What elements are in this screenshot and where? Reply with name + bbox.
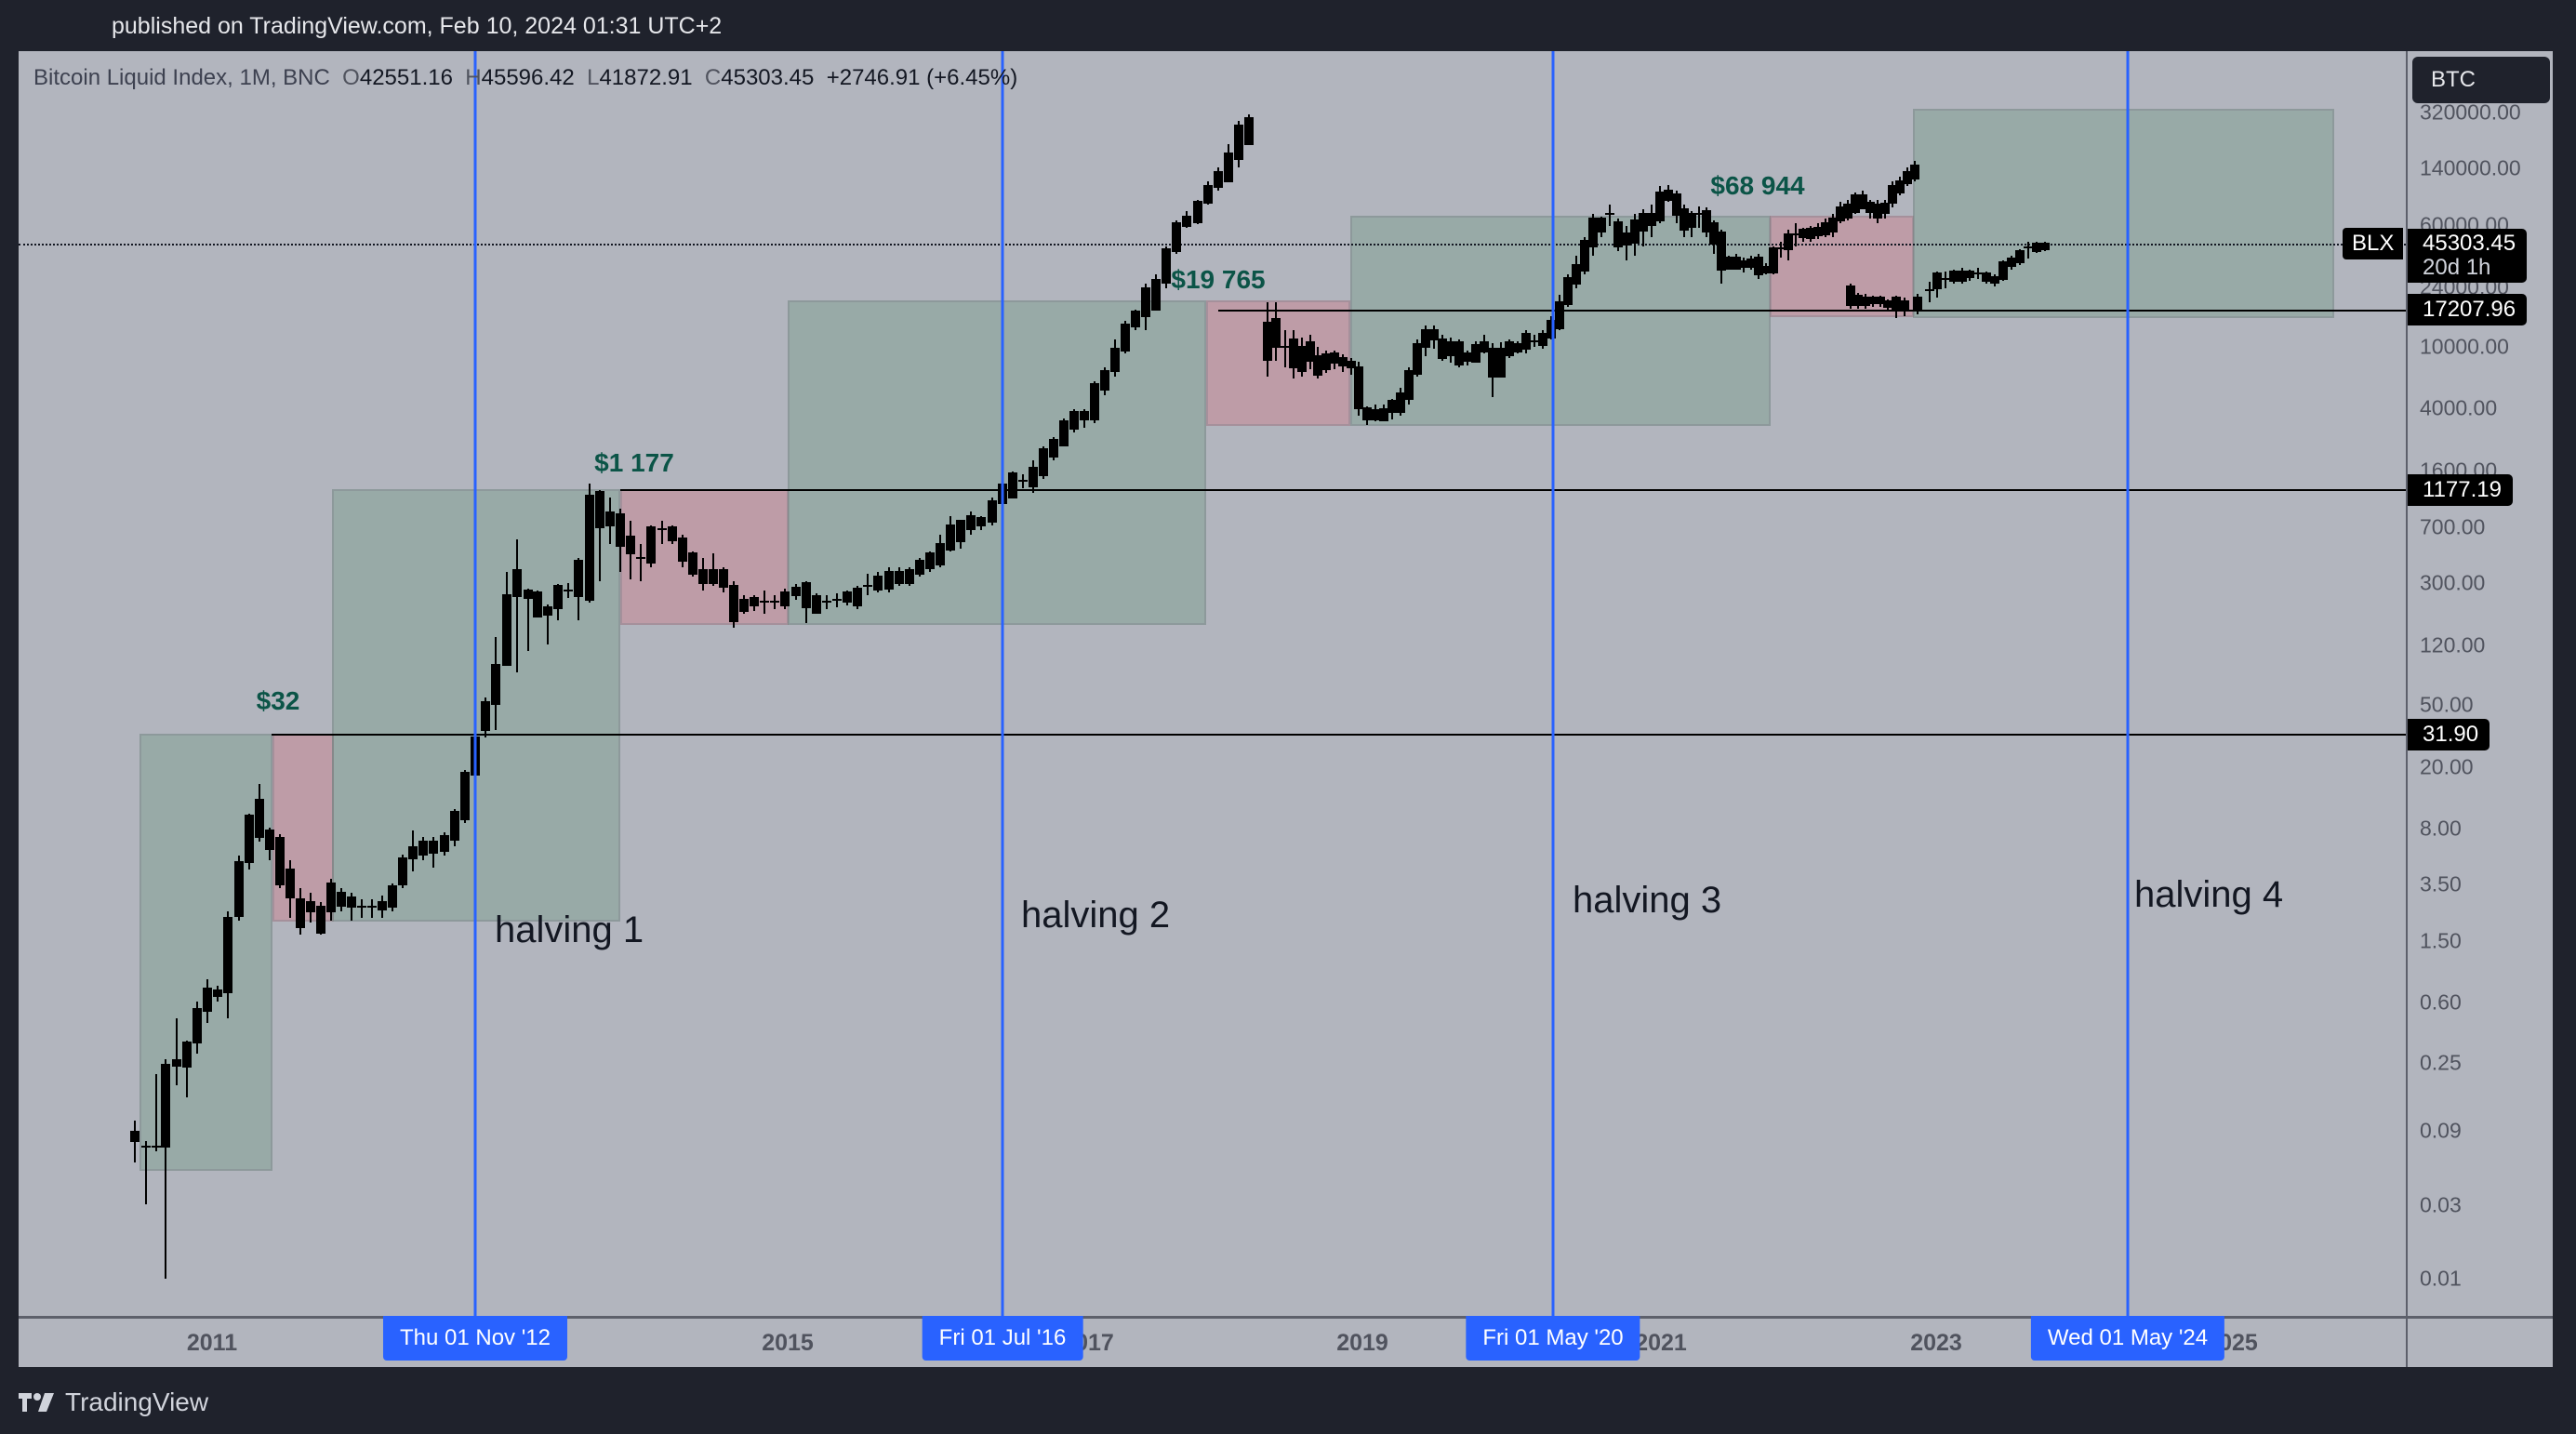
halving-date-4: Wed 01 May '24 bbox=[2030, 1316, 2225, 1361]
price-tick: 8.00 bbox=[2420, 816, 2462, 841]
halving-date-3: Fri 01 May '20 bbox=[1466, 1316, 1640, 1361]
high-value: 45596.42 bbox=[481, 65, 575, 90]
price-tick: 120.00 bbox=[2420, 632, 2486, 657]
price-tick: 3.50 bbox=[2420, 871, 2462, 896]
year-tick: 2019 bbox=[1336, 1330, 1388, 1356]
halving-line-4[interactable] bbox=[2126, 51, 2130, 1316]
level-line-19765[interactable] bbox=[1218, 310, 2406, 312]
level-label-31: 31.90 bbox=[2408, 719, 2490, 750]
price-tick: 300.00 bbox=[2420, 570, 2486, 595]
publish-info: published on TradingView.com, Feb 10, 20… bbox=[112, 13, 723, 39]
current-price-line bbox=[19, 244, 2406, 246]
halving-line-2[interactable] bbox=[1001, 51, 1004, 1316]
price-tick: 700.00 bbox=[2420, 514, 2486, 539]
level-line-1177[interactable] bbox=[620, 489, 2406, 491]
price-tick: 0.03 bbox=[2420, 1192, 2462, 1217]
bar-countdown: 20d 1h bbox=[2423, 255, 2491, 280]
level-label-1177: 1177.19 bbox=[2408, 474, 2513, 506]
tradingview-logo[interactable]: TradingView bbox=[19, 1388, 208, 1417]
year-tick: 2015 bbox=[762, 1330, 814, 1356]
change-value: +2746.91 (+6.45%) bbox=[826, 65, 1018, 90]
year-tick: 2023 bbox=[1910, 1330, 1962, 1356]
halving-label-4: halving 4 bbox=[2134, 874, 2284, 915]
ath-label-2: $1 177 bbox=[594, 448, 674, 477]
halving-label-2: halving 2 bbox=[1021, 895, 1171, 936]
price-tick: 10000.00 bbox=[2420, 334, 2509, 359]
bear-zone bbox=[1770, 216, 1914, 317]
price-tick: 0.09 bbox=[2420, 1118, 2462, 1143]
price-tick: 320000.00 bbox=[2420, 100, 2521, 125]
price-tick: 0.25 bbox=[2420, 1050, 2462, 1075]
current-price-label: 45303.45 20d 1h bbox=[2408, 229, 2528, 283]
ath-label-3: $19 765 bbox=[1171, 265, 1266, 294]
price-tick: 4000.00 bbox=[2420, 395, 2498, 420]
price-tick: 0.60 bbox=[2420, 989, 2462, 1015]
open-value: 42551.16 bbox=[359, 65, 453, 90]
price-tick: 0.01 bbox=[2420, 1266, 2462, 1291]
axis-corner bbox=[2406, 1316, 2553, 1367]
tradingview-icon bbox=[19, 1393, 54, 1412]
symbol-label: BLX bbox=[2343, 228, 2404, 259]
series-title: Bitcoin Liquid Index, 1M, BNC bbox=[33, 65, 330, 90]
year-tick: 2021 bbox=[1635, 1330, 1687, 1356]
halving-line-1[interactable] bbox=[473, 51, 477, 1316]
halving-label-1: halving 1 bbox=[495, 910, 644, 950]
bull-zone bbox=[1913, 109, 2334, 318]
price-tick: 140000.00 bbox=[2420, 155, 2521, 180]
price-tick: 1.50 bbox=[2420, 928, 2462, 953]
halving-line-3[interactable] bbox=[1551, 51, 1555, 1316]
ath-label-1: $32 bbox=[256, 686, 300, 715]
close-value: 45303.45 bbox=[721, 65, 815, 90]
price-tick: 20.00 bbox=[2420, 754, 2474, 779]
candlestick-series bbox=[130, 114, 1919, 1279]
level-line-32[interactable] bbox=[272, 734, 2406, 736]
halving-date-1: Thu 01 Nov '12 bbox=[382, 1316, 568, 1361]
level-label-17207: 17207.96 bbox=[2408, 294, 2528, 325]
series-legend[interactable]: Bitcoin Liquid Index, 1M, BNC O42551.16 … bbox=[33, 65, 1018, 90]
low-value: 41872.91 bbox=[599, 65, 693, 90]
halving-label-3: halving 3 bbox=[1573, 880, 1722, 921]
bull-zone bbox=[788, 300, 1206, 625]
ath-label-4: $68 944 bbox=[1710, 171, 1805, 200]
year-tick: 2011 bbox=[186, 1330, 238, 1356]
price-tick: 50.00 bbox=[2420, 692, 2474, 717]
currency-button[interactable]: BTC bbox=[2412, 57, 2550, 103]
halving-date-2: Fri 01 Jul '16 bbox=[922, 1316, 1083, 1361]
